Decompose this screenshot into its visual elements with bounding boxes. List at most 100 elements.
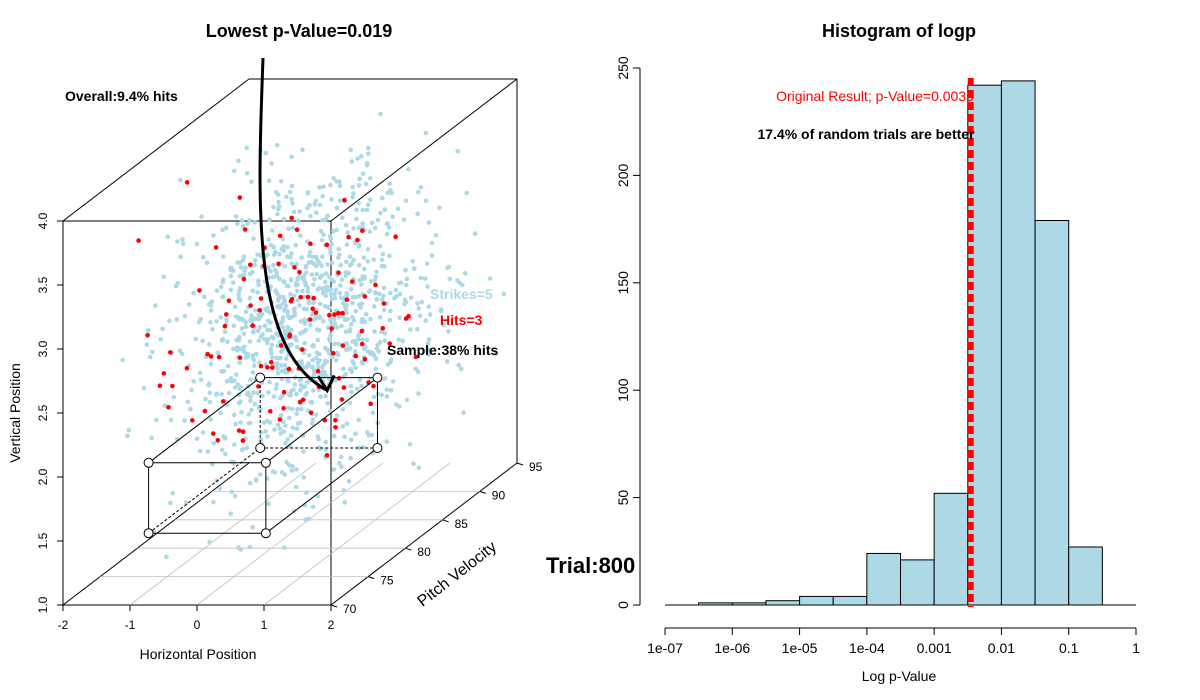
strike-point	[281, 300, 287, 306]
hit-point	[331, 350, 336, 356]
y-tick-label: 2.0	[36, 468, 50, 485]
strike-point	[282, 363, 288, 368]
strike-point	[182, 418, 187, 423]
strike-point	[258, 472, 263, 477]
hit-point	[292, 265, 297, 270]
strike-point	[222, 435, 228, 440]
strike-point	[356, 200, 362, 206]
z-tick-label: 70	[343, 602, 357, 616]
strike-point	[249, 179, 254, 184]
strike-point	[219, 391, 224, 397]
hit-point	[136, 238, 141, 243]
hit-point	[222, 323, 228, 329]
strike-point	[317, 358, 322, 363]
strike-point	[295, 421, 301, 426]
floor-grid-line	[196, 462, 384, 606]
strike-point	[367, 229, 373, 234]
strike-point	[337, 460, 342, 466]
strike-point	[305, 363, 311, 368]
strike-point	[378, 111, 383, 117]
y-tick-label: 1.0	[36, 596, 50, 613]
strike-point	[231, 168, 237, 174]
arrow	[258, 57, 336, 394]
hit-point	[184, 180, 190, 185]
strike-point	[229, 459, 234, 465]
hit-point	[332, 312, 337, 317]
strike-point	[269, 342, 275, 348]
hit-point	[308, 241, 313, 246]
strike-point	[320, 286, 326, 292]
strike-point	[299, 406, 304, 412]
strike-point	[161, 274, 166, 280]
strike-point	[306, 253, 312, 259]
strike-point	[225, 363, 231, 369]
strike-point	[236, 289, 242, 294]
strike-point	[218, 315, 224, 320]
strike-point	[425, 340, 431, 346]
strike-point	[180, 237, 185, 242]
strike-point	[290, 201, 295, 206]
strike-point	[363, 311, 369, 317]
strike-point	[364, 207, 370, 213]
strike-point	[274, 273, 280, 278]
strike-point	[289, 251, 294, 256]
strike-point	[300, 433, 306, 438]
strike-point	[215, 350, 221, 356]
hit-point	[340, 343, 346, 348]
strike-point	[253, 351, 259, 357]
strike-point	[231, 323, 237, 329]
strike-point	[280, 393, 285, 399]
strike-point	[203, 396, 208, 402]
strike-point	[294, 261, 300, 267]
strike-point	[251, 236, 256, 241]
strike-point	[327, 305, 332, 311]
hit-point	[333, 425, 338, 430]
strike-point	[164, 554, 169, 560]
hit-point	[329, 326, 335, 331]
hit-point	[342, 197, 347, 203]
strike-point	[180, 241, 186, 246]
hit-point	[202, 408, 208, 414]
strike-point	[343, 329, 349, 335]
strike-point	[372, 278, 378, 283]
strike-point	[288, 393, 293, 398]
strike-point	[338, 295, 344, 301]
strike-point	[320, 254, 325, 259]
strike-point	[207, 390, 213, 396]
strike-point	[170, 490, 175, 496]
strike-point	[320, 318, 326, 324]
strike-point	[411, 461, 416, 467]
strike-point	[343, 371, 349, 377]
hit-point	[208, 354, 214, 359]
strike-point	[256, 338, 262, 343]
strike-point	[280, 324, 286, 330]
strike-point	[373, 366, 378, 372]
strike-point	[326, 351, 332, 356]
strike-point	[455, 148, 461, 154]
strike-point	[297, 303, 302, 308]
strike-point	[290, 225, 296, 231]
strike-point	[319, 237, 325, 243]
strike-point	[385, 362, 391, 367]
hit-point	[371, 383, 376, 389]
strike-point	[268, 347, 274, 352]
hit-point	[226, 298, 232, 304]
strike-point	[257, 325, 263, 330]
strike-point	[221, 254, 226, 259]
strike-point	[248, 420, 253, 426]
hist-bar	[799, 595, 834, 606]
strike-point	[353, 365, 359, 371]
strike-point	[144, 342, 150, 347]
strike-point	[361, 255, 367, 260]
strike-point	[244, 145, 250, 151]
strike-point	[302, 340, 308, 346]
strike-point	[314, 210, 319, 215]
strike-point	[313, 254, 319, 260]
strike-point	[286, 379, 291, 384]
strike-point	[271, 244, 277, 250]
strike-point	[283, 440, 288, 446]
strike-point	[325, 262, 330, 267]
strike-point	[234, 337, 239, 343]
strike-point	[278, 302, 284, 308]
